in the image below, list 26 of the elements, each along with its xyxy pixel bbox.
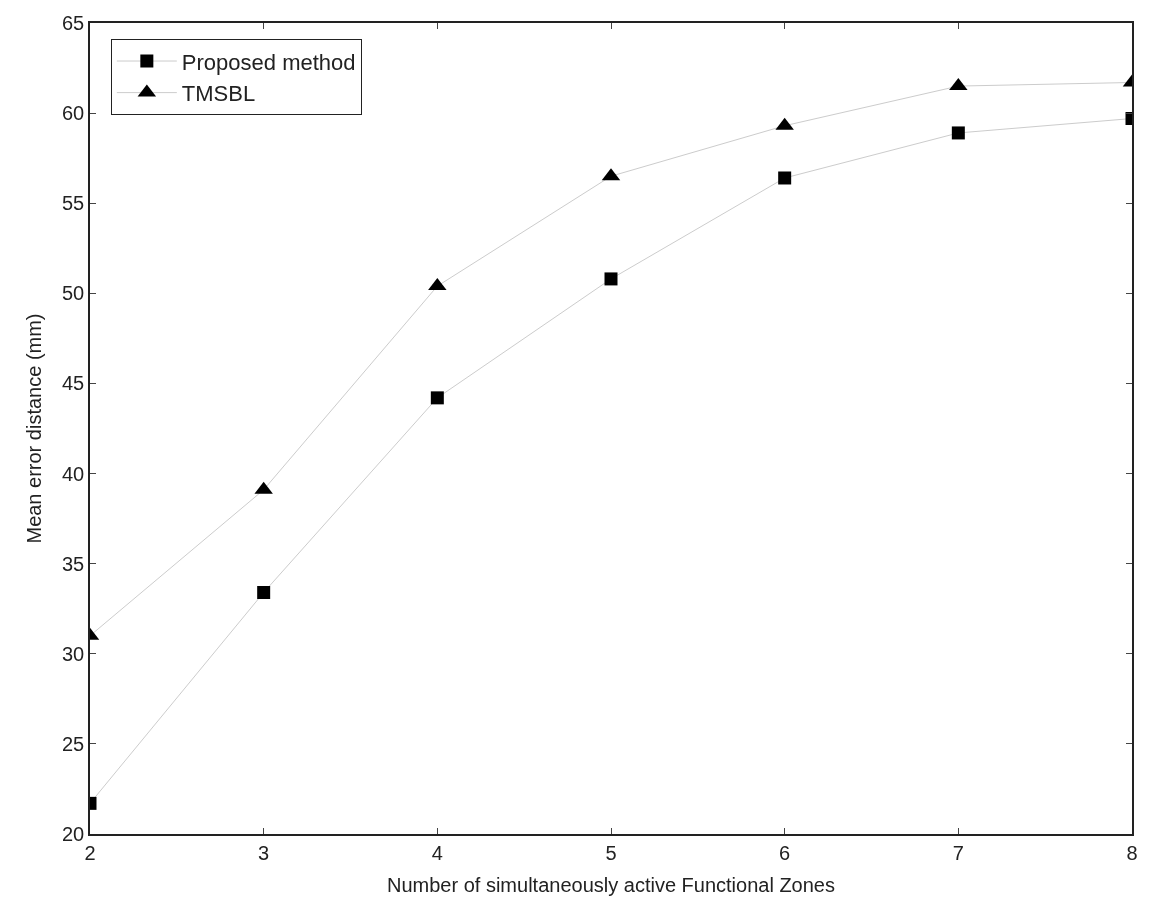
x-tick-label: 2 (84, 841, 96, 864)
x-tick-label: 5 (605, 841, 617, 864)
x-tick-label: 3 (258, 841, 270, 864)
point (257, 586, 271, 599)
y-tick-label: 25 (62, 732, 85, 755)
x-tick-label: 4 (431, 841, 443, 864)
x-tick-label: 8 (1126, 841, 1138, 864)
x-tick-label: 7 (952, 841, 964, 864)
legend-label: Proposed method (181, 49, 356, 75)
y-tick-label: 65 (62, 12, 85, 34)
y-tick-label: 30 (62, 642, 85, 665)
y-axis-title: Mean error distance (mm) (23, 313, 45, 544)
x-tick-label: 6 (779, 841, 791, 864)
y-tick-label: 20 (62, 823, 85, 845)
point (951, 126, 965, 140)
y-tick-label: 35 (62, 552, 85, 575)
point (778, 171, 792, 185)
x-axis-title: Number of simultaneously active Functional Zones (387, 873, 835, 896)
y-tick-label: 50 (62, 282, 85, 305)
point (430, 391, 444, 405)
legend-label: TMSBL (181, 81, 256, 107)
y-tick-label: 60 (62, 102, 85, 125)
y-tick-label: 40 (62, 462, 85, 485)
y-tick-label: 55 (62, 192, 85, 215)
y-tick-label: 45 (62, 372, 85, 395)
point (604, 272, 618, 286)
